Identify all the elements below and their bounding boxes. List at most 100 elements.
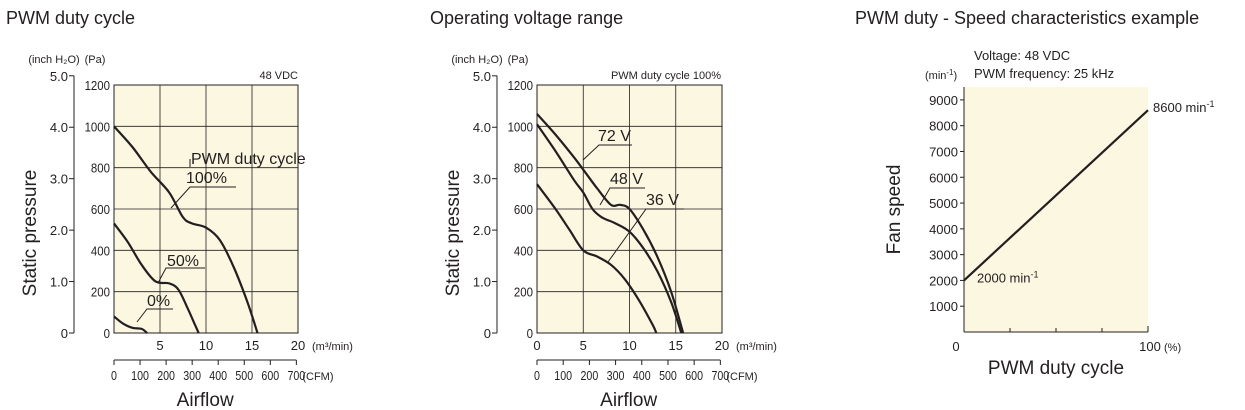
chart1-leader-0 bbox=[170, 159, 236, 209]
chart2-series-2 bbox=[536, 183, 658, 334]
chart2-ytick-inch: 0 bbox=[484, 326, 491, 341]
chart3-condition-frequency: PWM frequency: 25 kHz bbox=[974, 66, 1114, 81]
chart1-series-label-0: 100% bbox=[186, 170, 227, 187]
chart1-ytick-pa: 800 bbox=[91, 161, 110, 176]
chart1-ytick-pa: 1200 bbox=[85, 78, 111, 93]
chart3-ytick: 1000 bbox=[929, 299, 958, 314]
chart2-plot-frame bbox=[536, 84, 723, 334]
chart2-xtick-m3: 5 bbox=[580, 338, 587, 353]
chart2-ytick-inch: 1.0 bbox=[473, 275, 491, 290]
chart2-leader-2 bbox=[607, 208, 684, 263]
chart2-ytick-pa: 800 bbox=[514, 161, 533, 176]
chart1-condition: 48 VDC bbox=[259, 70, 298, 82]
chart3-ytick: 4000 bbox=[929, 222, 958, 237]
chart3-yunit: (min-1) bbox=[925, 68, 957, 83]
chart3-annotation-min: 2000 min-1 bbox=[977, 269, 1039, 285]
chart1-yunit-inch: (inch H₂O) bbox=[28, 54, 79, 66]
chart3-ylabel: Fan speed bbox=[884, 165, 905, 255]
chart2-ytick-pa: 600 bbox=[514, 202, 533, 217]
chart3-title: PWM duty - Speed characteristics example bbox=[855, 8, 1200, 28]
chart2-xunit-m3: (m³/min) bbox=[736, 341, 777, 353]
chart1-xtick-cfm: 200 bbox=[157, 368, 175, 383]
chart1-xtick-m3: 20 bbox=[291, 338, 305, 353]
chart2-ytick-inch: 2.0 bbox=[473, 223, 491, 238]
chart1-ytick-pa: 1000 bbox=[85, 120, 111, 135]
chart2-title: Operating voltage range bbox=[430, 8, 624, 28]
chart1-xunit-cfm: (CFM) bbox=[302, 371, 333, 383]
chart2-yunit-inch: (inch H₂O) bbox=[451, 54, 502, 66]
chart2-condition: PWM duty cycle 100% bbox=[611, 70, 721, 82]
chart1-xlabel: Airflow bbox=[177, 390, 234, 410]
chart1-xtick-cfm: 700 bbox=[287, 368, 305, 383]
chart3-annotation-max: 8600 min-1 bbox=[1153, 99, 1215, 115]
chart1-xunit-m3: (m³/min) bbox=[312, 341, 353, 353]
chart1-ytick-inch: 5.0 bbox=[50, 69, 68, 84]
chart3-plot-area bbox=[964, 87, 1148, 332]
chart2-yunit-pa: (Pa) bbox=[508, 54, 529, 66]
chart2-xtick-cfm: 100 bbox=[554, 368, 572, 383]
chart1-xtick-cfm: 100 bbox=[131, 368, 149, 383]
chart3-ytick: 2000 bbox=[929, 273, 958, 288]
chart2-xtick-cfm: 400 bbox=[633, 368, 651, 383]
chart1-ytick-inch: 0 bbox=[61, 326, 68, 341]
chart1-plot-frame bbox=[113, 84, 299, 334]
chart1-yunit-pa: (Pa) bbox=[85, 54, 106, 66]
chart1-xtick-cfm: 500 bbox=[235, 368, 253, 383]
chart2-xunit-cfm: (CFM) bbox=[726, 371, 757, 383]
chart1-ytick-pa: 400 bbox=[91, 244, 110, 259]
chart2-series-label-2: 36 V bbox=[646, 192, 679, 209]
chart2-ylabel: Static pressure bbox=[443, 170, 464, 297]
chart2-xtick-cfm: 700 bbox=[711, 368, 729, 383]
chart1-xtick-m3: 10 bbox=[199, 338, 213, 353]
chart3-series-line bbox=[963, 109, 1149, 282]
chart1-xtick-cfm: 600 bbox=[261, 368, 279, 383]
chart3-ytick: 9000 bbox=[929, 93, 958, 108]
chart1-ylabel: Static pressure bbox=[20, 170, 41, 297]
chart1-series-2 bbox=[113, 315, 148, 334]
chart2-ytick-pa: 0 bbox=[527, 326, 534, 341]
chart2-ytick-pa: 200 bbox=[514, 285, 533, 300]
chart2-ytick-pa: 1000 bbox=[508, 120, 534, 135]
chart3-ytick: 7000 bbox=[929, 144, 958, 159]
chart1-xtick-cfm: 400 bbox=[209, 368, 227, 383]
chart1-ytick-inch: 2.0 bbox=[50, 223, 68, 238]
chart1-ytick-pa: 0 bbox=[104, 326, 111, 341]
chart2-ytick-pa: 1200 bbox=[508, 78, 534, 93]
chart2-xlabel: Airflow bbox=[600, 390, 657, 410]
chart1-ytick-inch: 4.0 bbox=[50, 120, 68, 135]
chart2-xtick-cfm: 300 bbox=[607, 368, 625, 383]
chart3-ytick: 3000 bbox=[929, 248, 958, 263]
chart3-condition-voltage: Voltage: 48 VDC bbox=[974, 48, 1070, 63]
chart3-ytick: 8000 bbox=[929, 119, 958, 134]
chart2-xtick-m3: 20 bbox=[715, 338, 729, 353]
chart1-xtick-m3: 5 bbox=[156, 338, 163, 353]
chart2-series-label-1: 48 V bbox=[610, 171, 643, 188]
chart2-ytick-inch: 5.0 bbox=[473, 69, 491, 84]
chart3-ytick: 5000 bbox=[929, 196, 958, 211]
chart2-ytick-pa: 400 bbox=[514, 244, 533, 259]
chart3-xlabel: PWM duty cycle bbox=[988, 358, 1124, 379]
chart1-xtick-m3: 15 bbox=[245, 338, 259, 353]
chart2-ytick-inch: 4.0 bbox=[473, 120, 491, 135]
chart2-xtick-m3: 10 bbox=[622, 338, 636, 353]
chart3-ytick: 6000 bbox=[929, 170, 958, 185]
chart1-series-0 bbox=[113, 125, 259, 334]
chart2-series-label-0: 72 V bbox=[598, 128, 631, 145]
chart1-ytick-pa: 600 bbox=[91, 202, 110, 217]
chart1-series-label-1: 50% bbox=[167, 253, 199, 270]
chart1-leader-2 bbox=[136, 308, 173, 323]
chart2-xtick-cfm: 200 bbox=[580, 368, 598, 383]
chart2-series-1 bbox=[536, 123, 683, 334]
chart1-leader-1 bbox=[157, 267, 205, 284]
chart1-ytick-inch: 1.0 bbox=[50, 275, 68, 290]
chart1-xtick-cfm: 300 bbox=[183, 368, 201, 383]
chart1-series-label-2: 0% bbox=[147, 293, 170, 310]
chart1-ytick-pa: 200 bbox=[91, 285, 110, 300]
chart3-xtick: 100 bbox=[1139, 339, 1161, 354]
chart2-leader-0 bbox=[582, 144, 632, 161]
chart2-series-0 bbox=[536, 113, 685, 334]
chart2-xtick-m3: 0 bbox=[533, 338, 540, 353]
chart2-xtick-cfm: 600 bbox=[685, 368, 703, 383]
